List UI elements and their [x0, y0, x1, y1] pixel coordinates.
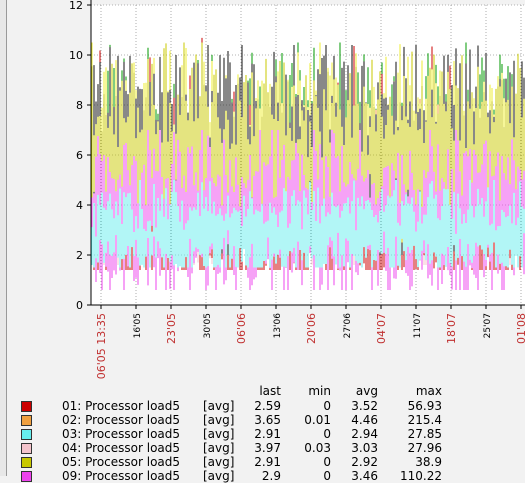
legend-header-max: max [415, 384, 442, 398]
legend-min-value: 0.01 [304, 413, 331, 427]
legend-swatch-icon [21, 415, 32, 426]
x-tick-label: 20'06 [305, 313, 318, 344]
x-tick-label: 27'06 [343, 313, 353, 339]
x-tick-label: 04'07 [375, 313, 388, 344]
legend-series-name: 01: Processor load5 [62, 399, 181, 413]
legend-min-value: 0.03 [304, 441, 331, 455]
legend-swatch-icon [21, 401, 32, 412]
legend-min-value: 0 [323, 427, 331, 441]
left-border [0, 0, 7, 476]
y-tick-label: 6 [76, 149, 83, 162]
x-tick-label: 06'06 [235, 313, 248, 344]
legend-series-name: 03: Processor load5 [62, 427, 181, 441]
legend-series-name: 02: Processor load5 [62, 413, 181, 427]
legend-avg-value: 3.03 [351, 441, 378, 455]
legend-max-value: 38.9 [415, 455, 442, 469]
x-tick-label: 18'07 [445, 313, 458, 344]
y-tick-label: 4 [76, 199, 83, 212]
y-tick-label: 12 [69, 0, 83, 12]
x-tick-label: 01'08 [515, 313, 525, 344]
y-tick-label: 10 [69, 49, 83, 62]
legend-row: 04: Processor load5 [avg] 3.97 0.03 3.03 27.9… [0, 441, 525, 455]
legend-last-value: 2.91 [254, 455, 281, 469]
legend-row: 01: Processor load5 [avg] 2.59 0 3.52 56.93 [0, 399, 525, 413]
legend-series-name: 09: Processor load5 [62, 469, 181, 483]
legend-series-name: 05: Processor load5 [62, 455, 181, 469]
x-tick-label: 06'05 13:35 [95, 313, 108, 379]
legend-min-value: 0 [323, 455, 331, 469]
legend-swatch-icon [21, 457, 32, 468]
legend-min-value: 0 [323, 469, 331, 483]
legend-series-func: [avg] [203, 469, 235, 483]
legend-avg-value: 3.46 [351, 469, 378, 483]
legend-swatch-icon [21, 443, 32, 454]
x-tick-label: 13'06 [273, 313, 283, 339]
legend-header: last min avg max [0, 384, 525, 398]
legend-avg-value: 2.92 [351, 455, 378, 469]
legend-avg-value: 4.46 [351, 413, 378, 427]
axes [87, 0, 525, 309]
legend-series-func: [avg] [203, 427, 235, 441]
y-tick-label: 8 [76, 99, 83, 112]
legend-swatch-icon [21, 429, 32, 440]
legend-series-func: [avg] [203, 413, 235, 427]
legend-series-func: [avg] [203, 455, 235, 469]
legend-max-value: 110.22 [400, 469, 442, 483]
legend-series-func: [avg] [203, 441, 235, 455]
y-tick-label: 2 [76, 249, 83, 262]
legend-avg-value: 2.94 [351, 427, 378, 441]
legend-row: 05: Processor load5 [avg] 2.91 0 2.92 38.9 [0, 455, 525, 469]
legend-last-value: 2.59 [254, 399, 281, 413]
legend-row: 03: Processor load5 [avg] 2.91 0 2.94 27.85 [0, 427, 525, 441]
legend-row: 02: Processor load5 [avg] 3.65 0.01 4.46 215.… [0, 413, 525, 427]
x-tick-labels: 06'05 13:35 16'05 23'05 30'05 06'06 13'06 20'0… [95, 313, 525, 379]
series-bars [91, 37, 525, 290]
legend-last-value: 3.97 [254, 441, 281, 455]
legend-max-value: 56.93 [407, 399, 442, 413]
x-tick-label: 23'05 [165, 313, 178, 344]
legend-last-value: 2.91 [254, 427, 281, 441]
legend-max-value: 215.4 [407, 413, 442, 427]
legend-last-value: 2.9 [261, 469, 281, 483]
legend-row: 09: Processor load5 [avg] 2.9 0 3.46 110.22 [0, 469, 525, 483]
legend-max-value: 27.85 [407, 427, 442, 441]
y-tick-label: 0 [76, 299, 83, 312]
legend-series-func: [avg] [203, 399, 235, 413]
legend-last-value: 3.65 [254, 413, 281, 427]
legend-header-avg: avg [355, 384, 378, 398]
legend-min-value: 0 [323, 399, 331, 413]
x-tick-label: 30'05 [203, 313, 213, 338]
x-tick-label: 16'05 [133, 313, 143, 338]
legend-max-value: 27.96 [407, 441, 442, 455]
x-tick-label: 11'07 [413, 313, 423, 338]
y-tick-labels: 0 2 4 6 8 10 12 [69, 0, 83, 312]
legend-avg-value: 3.52 [351, 399, 378, 413]
legend-swatch-icon [21, 471, 32, 482]
x-tick-label: 25'07 [483, 313, 493, 338]
legend-series-name: 04: Processor load5 [62, 441, 181, 455]
legend-header-last: last [259, 384, 281, 398]
legend-header-min: min [308, 384, 331, 398]
